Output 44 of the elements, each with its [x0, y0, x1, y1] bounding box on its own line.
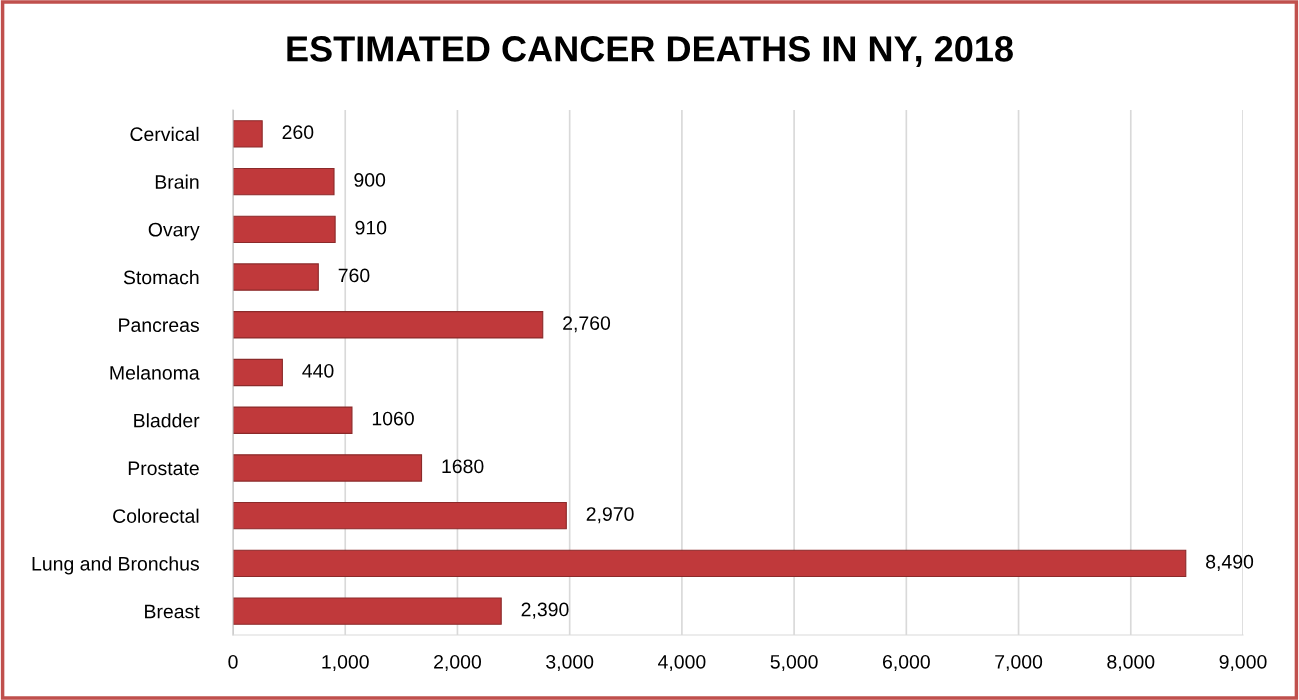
chart-title: ESTIMATED CANCER DEATHS IN NY, 2018 — [287, 36, 1013, 67]
y-tick-label: Bladder — [134, 413, 200, 428]
y-tick-label: Pancreas — [119, 318, 199, 333]
data-label: 900 — [354, 173, 386, 187]
bar — [233, 597, 502, 625]
data-label: 2,390 — [521, 602, 569, 619]
bar — [233, 406, 353, 434]
y-tick-label: Colorectal — [113, 508, 199, 523]
data-label: 1060 — [372, 411, 414, 426]
data-label: 260 — [282, 125, 314, 140]
bar — [233, 502, 567, 530]
bar — [233, 454, 423, 482]
x-tick-label: 1,000 — [322, 654, 369, 672]
x-tick-label: 7,000 — [995, 654, 1043, 672]
y-tick-label: Brain — [155, 174, 199, 189]
x-tick-label: 9,000 — [1219, 654, 1267, 672]
y-tick-label: Cervical — [130, 126, 199, 142]
y-tick-label: Prostate — [128, 461, 199, 476]
y-tick-label: Breast — [145, 604, 200, 619]
bar — [233, 358, 283, 387]
y-tick-label: Ovary — [148, 222, 200, 241]
bar — [233, 549, 1187, 578]
y-tick-label: Lung and Bronchus — [32, 556, 199, 575]
y-tick-label: Stomach — [123, 270, 199, 285]
bar — [233, 263, 319, 291]
y-tick-label: Melanoma — [110, 365, 200, 380]
bar — [233, 167, 335, 196]
data-label: 1680 — [442, 459, 484, 474]
bar — [233, 215, 336, 243]
x-tick-label: 6,000 — [882, 654, 930, 672]
x-tick-label: 4,000 — [658, 654, 706, 672]
data-label: 8,490 — [1206, 554, 1254, 571]
x-tick-label: 5,000 — [770, 654, 818, 672]
data-label: 760 — [338, 268, 370, 283]
x-tick-label: 2,000 — [434, 654, 482, 672]
data-label: 2,970 — [586, 507, 634, 524]
x-tick-label: 0 — [228, 654, 238, 669]
data-label: 440 — [302, 363, 334, 378]
data-label: 910 — [355, 220, 387, 235]
bar — [233, 120, 263, 148]
x-tick-label: 3,000 — [546, 654, 594, 672]
x-tick-label: 8,000 — [1107, 654, 1155, 672]
bar — [233, 311, 544, 339]
data-label: 2,760 — [563, 316, 611, 333]
